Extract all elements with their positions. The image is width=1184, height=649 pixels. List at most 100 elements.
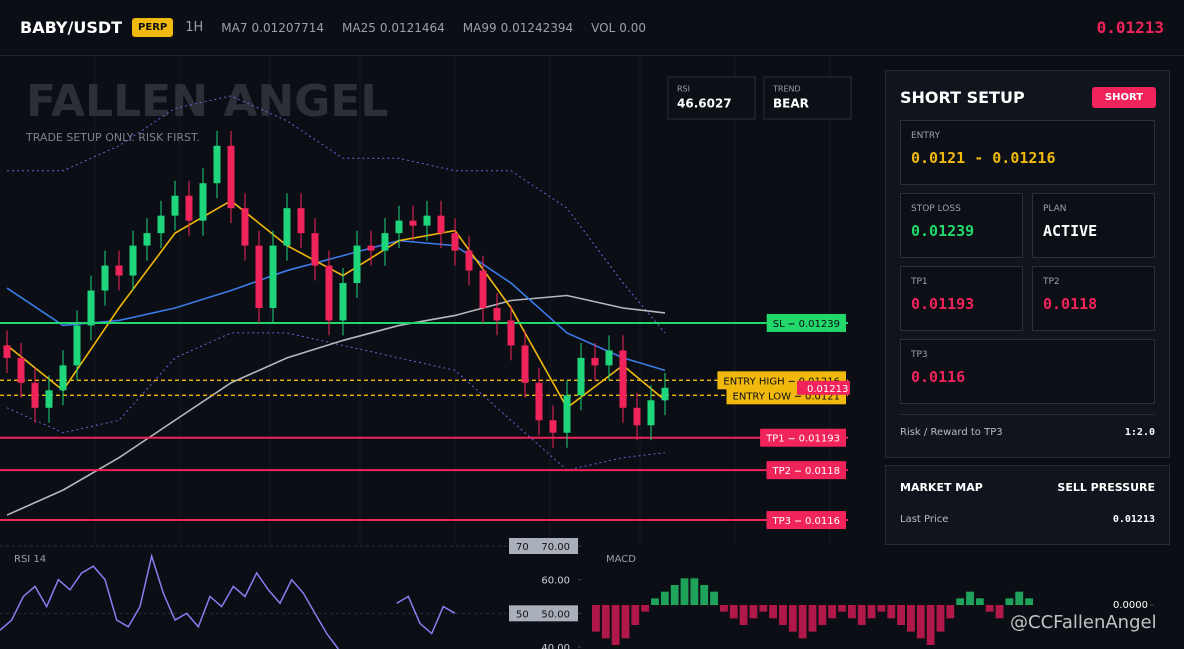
stat-label: RSI (677, 85, 690, 94)
macd-bar (897, 605, 906, 625)
interval[interactable]: 1H (185, 20, 204, 35)
macd-bar (700, 585, 709, 605)
rr-label: Risk / Reward to TP3 (900, 427, 1003, 438)
stat-box (667, 76, 756, 120)
level-tag: SL 0.01239 (766, 313, 846, 332)
grid (94, 56, 831, 545)
macd-bar (985, 605, 994, 612)
candle-body (507, 320, 515, 346)
macd-bar (739, 605, 748, 625)
candle-body (199, 183, 207, 221)
macd-bar (1005, 598, 1014, 605)
card-label: ENTRY (911, 131, 941, 141)
macd-bar (867, 605, 876, 619)
card-label: TP2 (1043, 277, 1060, 287)
level-value: 0.01239 (799, 319, 840, 330)
candle-body (479, 270, 487, 308)
panel-title: SHORT SETUP (900, 88, 1025, 107)
rsi-level-label: 50 (516, 609, 529, 620)
macd-bar (877, 605, 886, 612)
candle-body (213, 145, 221, 184)
card-label: STOP LOSS (911, 204, 961, 214)
candle-body (185, 195, 193, 221)
y-tick-label: 0.0000 (1113, 600, 1148, 611)
rsi-level-label: 70 (516, 542, 529, 553)
candle-body (87, 290, 95, 326)
candle-body (409, 220, 417, 226)
level-tag-bg (766, 511, 846, 530)
macd-bar (798, 605, 807, 639)
price-tag: 0.01213 (807, 384, 848, 395)
macd-bar (769, 605, 778, 619)
macd-bar (838, 605, 846, 612)
candle-body (269, 245, 277, 308)
panel-badge: SHORT (1092, 87, 1156, 108)
macd-bar (779, 605, 787, 625)
candle-body (171, 195, 179, 216)
macd-bar (926, 605, 935, 645)
macd-bar (966, 591, 974, 605)
candle-body (311, 233, 319, 266)
card: TP2 0.0118 (1032, 266, 1155, 331)
macd-bar (621, 605, 630, 639)
macd-bar (788, 605, 797, 632)
candle-body (395, 220, 403, 234)
macd-bar (936, 605, 945, 632)
indicator-label: MA25 (342, 20, 376, 35)
macd-bar (601, 605, 610, 639)
candle-body (521, 345, 529, 383)
candle-body (115, 265, 123, 276)
candle-body (31, 382, 39, 408)
candle-body (241, 208, 249, 246)
level-label: ENTRY LOW (733, 391, 792, 402)
indicators: MA7 0.01207714 MA25 0.0121464 MA99 0.01242394… (203, 21, 646, 35)
candle-body (451, 233, 459, 251)
card-value: ACTIVE (1043, 222, 1098, 240)
indicator-value: 0.01242394 (500, 20, 574, 35)
level-label: ENTRY HIGH (723, 376, 784, 387)
level-tag-bg (766, 313, 846, 332)
last-price: 0.01213 (1112, 514, 1155, 525)
card: TP1 0.01193 (900, 266, 1023, 331)
market-map-title: MARKET MAP (900, 481, 983, 494)
candle-body (283, 208, 291, 246)
candle-body (367, 245, 375, 251)
macd-bar (975, 598, 984, 605)
card-label: TP1 (911, 277, 928, 287)
candle-body (59, 365, 67, 391)
candle-body (423, 215, 431, 226)
macd-bar (729, 605, 738, 619)
market-status: SELL PRESSURE (1057, 481, 1155, 494)
y-tick-label: 40.00 (541, 643, 570, 649)
candle-body (325, 265, 333, 321)
stat-label: TREND (772, 85, 801, 94)
indicator-value: 0.01207714 (251, 20, 325, 35)
y-tick-label: 70.00 (541, 542, 570, 553)
candle-body (381, 233, 389, 251)
price: 0.01213 (1096, 18, 1164, 37)
candle-body (157, 215, 165, 234)
card: PLAN ACTIVE (1032, 193, 1155, 258)
y-tick-label: 50.00 (541, 609, 570, 620)
card-label: TP3 (911, 350, 928, 360)
candle-body (535, 382, 543, 421)
macd-bar (670, 585, 679, 605)
watermark: @CCFallenAngel (1010, 612, 1157, 633)
stat-value: 46.6027 (677, 97, 732, 111)
macd-bar (808, 605, 817, 632)
candle-body (129, 245, 137, 276)
candle-body (493, 307, 501, 321)
macd-bar (946, 605, 955, 619)
candle-body (17, 357, 25, 383)
card: ENTRY 0.0121 - 0.01216 (900, 120, 1155, 185)
card-value: 0.0116 (911, 368, 966, 386)
level-tag-bg (766, 461, 846, 480)
price-tag-bg (797, 380, 850, 395)
card-value: 0.01239 (911, 222, 975, 240)
level-value: 0.0116 (805, 516, 840, 527)
macd-bar (719, 605, 728, 612)
rsi-line (0, 553, 456, 649)
candle-body (549, 420, 557, 433)
candle-body (255, 245, 263, 308)
rsi-level-bg (509, 605, 578, 622)
